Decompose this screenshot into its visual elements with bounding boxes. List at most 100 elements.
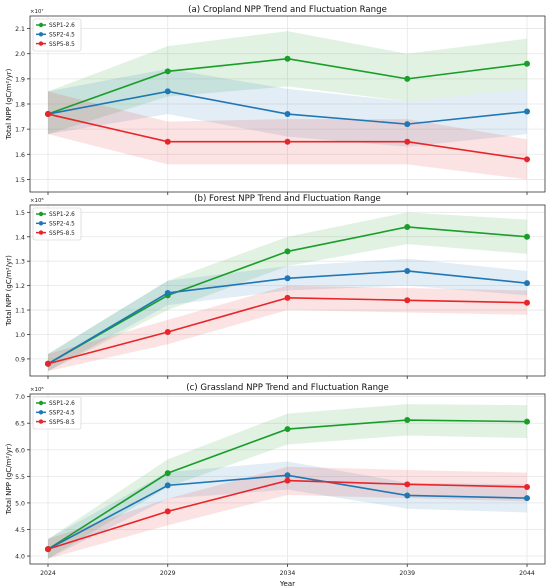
data-point-ssp1-2.6 <box>164 68 171 75</box>
chart-title: (c) Grassland NPP Trend and Fluctuation … <box>186 383 389 393</box>
y-tick-label: 6.0 <box>15 447 25 454</box>
chart-title: (a) Cropland NPP Trend and Fluctuation R… <box>188 5 387 15</box>
legend-label: SSP1-2.6 <box>49 212 75 218</box>
data-point-ssp2-4.5 <box>284 111 291 118</box>
y-tick-label: 4.0 <box>15 554 25 561</box>
y-tick-label: 1.5 <box>15 177 25 184</box>
fluctuation-band-ssp2-4.5 <box>48 68 527 147</box>
y-axis-label: Total NPP (gC/m²/yr) <box>5 255 13 327</box>
y-tick-label: 1.3 <box>15 259 25 266</box>
fluctuation-band-ssp2-4.5 <box>48 258 527 372</box>
data-point-ssp5-8.5 <box>164 138 171 145</box>
data-point-ssp1-2.6 <box>404 223 411 230</box>
y-tick-label: 2.1 <box>15 26 25 33</box>
y-tick-label: 2.0 <box>15 51 25 58</box>
grid <box>30 394 545 564</box>
legend-label: SSP1-2.6 <box>49 23 75 29</box>
data-point-ssp1-2.6 <box>284 426 291 433</box>
y-tick-label: 1.0 <box>15 332 25 339</box>
legend-swatch-marker <box>38 221 44 226</box>
legend-swatch-marker <box>38 230 44 235</box>
legend-swatch-marker <box>38 419 44 424</box>
y-tick-label: 5.5 <box>15 474 25 481</box>
data-point-ssp5-8.5 <box>164 329 171 336</box>
legend-swatch-marker <box>38 211 44 217</box>
x-tick-label: 2039 <box>399 570 415 577</box>
data-point-ssp5-8.5 <box>164 508 171 515</box>
data-point-ssp5-8.5 <box>45 546 51 553</box>
x-tick-label: 2044 <box>519 570 535 577</box>
fluctuation-band-ssp1-2.6 <box>48 212 527 372</box>
y-tick-label: 6.5 <box>15 421 25 428</box>
y-tick-label: 7.0 <box>15 394 25 401</box>
data-point-ssp1-2.6 <box>404 75 411 82</box>
data-point-ssp2-4.5 <box>284 275 291 282</box>
y-tick-label: 1.6 <box>15 152 25 159</box>
legend-swatch-marker <box>38 22 44 28</box>
y-tick-label: 1.4 <box>15 234 25 241</box>
axis-multiplier: ×10⁷ <box>30 8 44 15</box>
data-point-ssp5-8.5 <box>404 481 411 488</box>
data-point-ssp2-4.5 <box>404 492 411 499</box>
data-point-ssp1-2.6 <box>524 233 530 240</box>
data-point-ssp1-2.6 <box>524 60 530 67</box>
data-point-ssp2-4.5 <box>404 267 411 274</box>
fluctuation-band-ssp1-2.6 <box>48 31 527 135</box>
data-point-ssp5-8.5 <box>524 483 530 490</box>
y-tick-label: 0.9 <box>15 356 25 363</box>
y-tick-label: 1.9 <box>15 76 25 83</box>
legend-swatch-marker <box>38 400 44 406</box>
y-tick-label: 1.8 <box>15 102 25 109</box>
grid <box>30 205 545 376</box>
legend-swatch-marker <box>38 41 44 46</box>
fluctuation-band-ssp5-8.5 <box>48 466 527 559</box>
data-point-ssp5-8.5 <box>404 297 411 304</box>
data-point-ssp5-8.5 <box>284 294 291 301</box>
data-point-ssp2-4.5 <box>164 88 171 95</box>
data-point-ssp5-8.5 <box>45 360 51 367</box>
y-tick-label: 1.7 <box>15 127 25 134</box>
y-axis-label: Total NPP (gC/m²/yr) <box>5 443 13 515</box>
legend: SSP1-2.6 SSP2-4.5 SSP5-8.5 <box>32 18 82 52</box>
axis-multiplier: ×10⁸ <box>30 386 44 393</box>
legend: SSP1-2.6 SSP2-4.5 SSP5-8.5 <box>32 396 82 430</box>
data-point-ssp1-2.6 <box>524 418 530 425</box>
chart-title: (b) Forest NPP Trend and Fluctuation Ran… <box>194 194 381 204</box>
data-point-ssp1-2.6 <box>284 55 291 62</box>
legend-swatch-marker <box>38 410 44 415</box>
data-point-ssp1-2.6 <box>284 248 291 255</box>
x-tick-label: 2029 <box>160 570 176 577</box>
legend-label: SSP5-8.5 <box>49 231 75 237</box>
axis-multiplier: ×10⁸ <box>30 197 44 204</box>
fluctuation-band-ssp5-8.5 <box>48 285 527 372</box>
y-tick-label: 4.5 <box>15 527 25 534</box>
data-point-ssp5-8.5 <box>524 156 530 163</box>
x-tick-label: 2024 <box>40 570 56 577</box>
legend-label: SSP1-2.6 <box>49 401 75 407</box>
legend-label: SSP5-8.5 <box>49 420 75 426</box>
data-point-ssp1-2.6 <box>404 417 411 424</box>
legend-label: SSP2-4.5 <box>49 33 75 39</box>
data-point-ssp2-4.5 <box>524 495 530 502</box>
x-tick-label: 2034 <box>280 570 296 577</box>
x-axis-label: Year <box>279 579 295 588</box>
data-point-ssp2-4.5 <box>284 472 291 479</box>
data-point-ssp2-4.5 <box>164 482 171 489</box>
fluctuation-band-ssp1-2.6 <box>48 404 527 559</box>
legend-label: SSP5-8.5 <box>49 42 75 48</box>
y-tick-label: 1.1 <box>15 308 25 315</box>
data-point-ssp5-8.5 <box>45 111 51 118</box>
legend: SSP1-2.6 SSP2-4.5 SSP5-8.5 <box>32 207 82 241</box>
fluctuation-band-ssp5-8.5 <box>48 91 527 180</box>
data-point-ssp2-4.5 <box>164 289 171 296</box>
data-point-ssp5-8.5 <box>284 138 291 145</box>
legend-label: SSP2-4.5 <box>49 411 75 417</box>
legend-swatch-marker <box>38 32 44 37</box>
data-point-ssp2-4.5 <box>524 108 530 115</box>
y-tick-label: 1.2 <box>15 283 25 290</box>
data-point-ssp5-8.5 <box>284 477 291 484</box>
panel-1: 1.5 1.6 1.7 1.8 1.9 2.0 2.1 (a) Cropland NPP Tr… <box>5 5 546 195</box>
data-point-ssp2-4.5 <box>524 280 530 287</box>
data-point-ssp5-8.5 <box>404 138 411 145</box>
